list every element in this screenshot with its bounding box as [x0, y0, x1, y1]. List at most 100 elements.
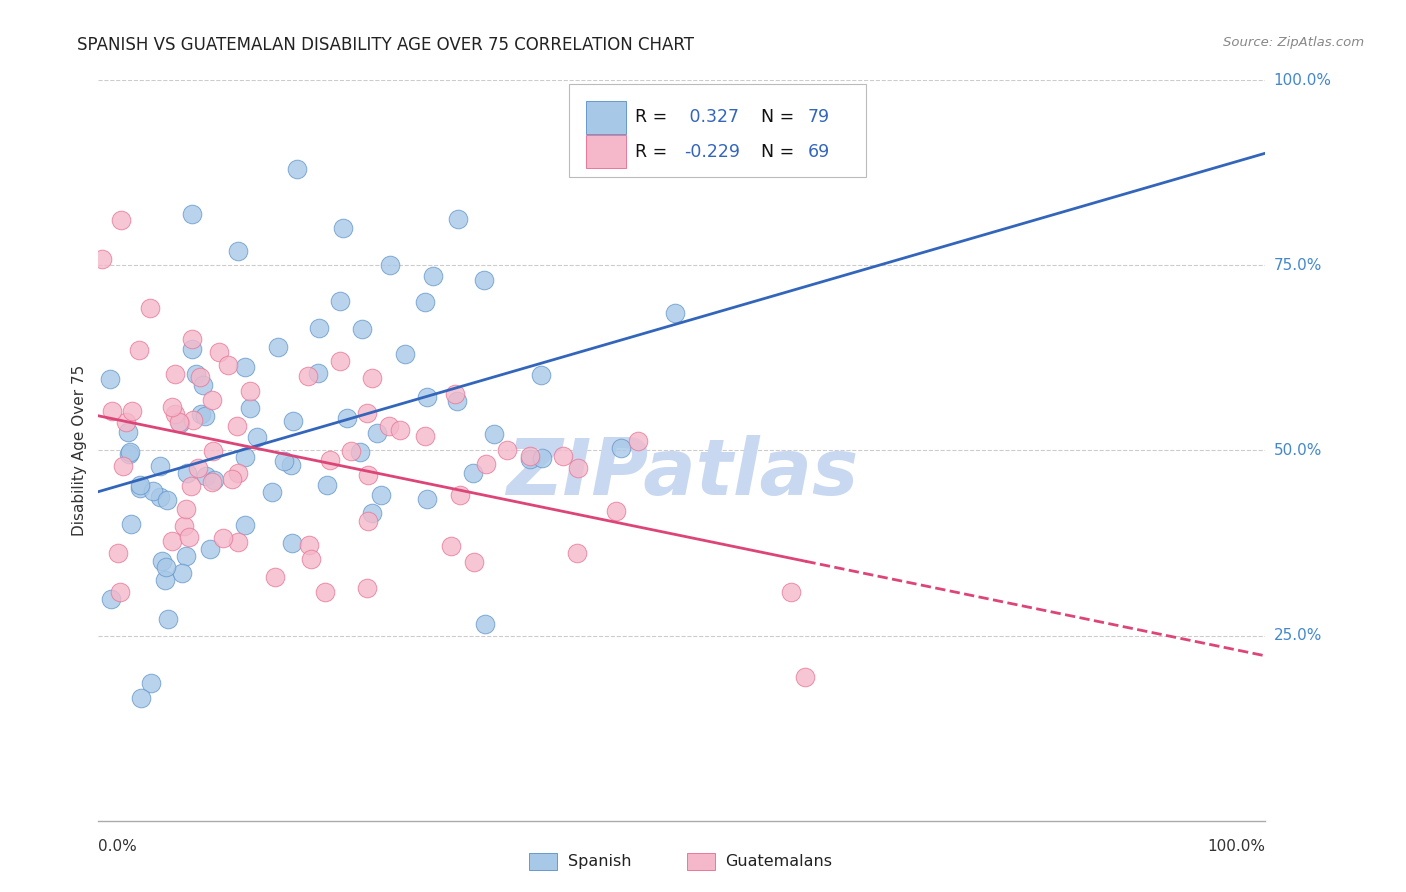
Text: Guatemalans: Guatemalans: [725, 854, 832, 869]
Point: [201, 393, 224, 408]
Point: [218, 358, 240, 372]
Text: N =: N =: [749, 109, 800, 127]
Point: [180, 479, 202, 493]
Point: [349, 444, 371, 458]
FancyBboxPatch shape: [686, 854, 714, 870]
Point: [281, 536, 304, 550]
Point: [131, 690, 153, 705]
Point: [156, 492, 179, 507]
Point: [329, 354, 352, 368]
Point: [329, 293, 352, 308]
Point: [262, 485, 284, 500]
Point: [319, 453, 342, 467]
Point: [273, 454, 295, 468]
Point: [191, 377, 214, 392]
Point: [176, 467, 198, 481]
Text: 100.0%: 100.0%: [1274, 73, 1331, 87]
Point: [228, 244, 250, 258]
Point: [226, 534, 249, 549]
Point: [449, 487, 471, 501]
Point: [181, 342, 204, 356]
Point: [416, 390, 439, 404]
Point: [356, 407, 378, 421]
Point: [280, 458, 302, 473]
Point: [239, 384, 262, 399]
Point: [117, 425, 139, 439]
Point: [366, 426, 388, 441]
Point: [474, 616, 496, 631]
Point: [482, 426, 505, 441]
Point: [440, 539, 463, 553]
Point: [361, 371, 384, 385]
Point: [91, 252, 114, 266]
Point: [472, 273, 495, 287]
Point: [184, 368, 207, 382]
Point: [246, 430, 269, 444]
Point: [413, 428, 436, 442]
Text: 100.0%: 100.0%: [1208, 839, 1265, 855]
Point: [267, 340, 290, 354]
Point: [170, 566, 193, 580]
Point: [155, 573, 177, 587]
Point: [169, 417, 191, 431]
Point: [530, 368, 553, 382]
Point: [100, 591, 122, 606]
Point: [299, 552, 322, 566]
FancyBboxPatch shape: [586, 136, 626, 168]
Point: [194, 409, 217, 423]
Point: [664, 306, 686, 320]
Point: [377, 419, 399, 434]
Point: [155, 560, 177, 574]
Text: R =: R =: [636, 143, 673, 161]
Point: [195, 469, 218, 483]
Point: [298, 538, 321, 552]
Point: [187, 460, 209, 475]
Point: [173, 519, 195, 533]
Point: [190, 407, 212, 421]
Point: [149, 490, 172, 504]
Point: [531, 451, 554, 466]
Point: [297, 369, 319, 384]
Point: [157, 612, 180, 626]
Point: [357, 467, 380, 482]
Point: [174, 549, 197, 564]
Point: [475, 457, 498, 471]
Point: [150, 554, 173, 568]
Point: [446, 393, 468, 408]
Point: [160, 400, 183, 414]
Point: [519, 451, 541, 466]
Point: [128, 481, 150, 495]
Point: [336, 410, 359, 425]
Text: ZIPatlas: ZIPatlas: [506, 434, 858, 511]
Text: SPANISH VS GUATEMALAN DISABILITY AGE OVER 75 CORRELATION CHART: SPANISH VS GUATEMALAN DISABILITY AGE OVE…: [77, 36, 695, 54]
Point: [340, 443, 363, 458]
Y-axis label: Disability Age Over 75: Disability Age Over 75: [72, 365, 87, 536]
Text: 0.327: 0.327: [685, 109, 740, 127]
Point: [107, 546, 129, 560]
Text: 75.0%: 75.0%: [1274, 258, 1322, 273]
Point: [212, 531, 235, 545]
Point: [565, 546, 588, 560]
Point: [188, 370, 211, 384]
Point: [174, 502, 197, 516]
Point: [422, 269, 444, 284]
Point: [239, 401, 262, 415]
Point: [609, 441, 631, 455]
Point: [128, 477, 150, 491]
Text: N =: N =: [749, 143, 800, 161]
Point: [416, 491, 439, 506]
Point: [779, 585, 801, 599]
Point: [118, 447, 141, 461]
Text: 25.0%: 25.0%: [1274, 628, 1322, 643]
Point: [263, 569, 285, 583]
FancyBboxPatch shape: [568, 84, 866, 177]
Point: [233, 450, 256, 464]
Point: [180, 332, 202, 346]
Point: [307, 366, 329, 380]
Point: [101, 404, 124, 418]
Text: R =: R =: [636, 109, 673, 127]
Point: [794, 670, 817, 684]
Point: [201, 443, 224, 458]
Point: [496, 443, 519, 458]
Point: [200, 541, 222, 556]
